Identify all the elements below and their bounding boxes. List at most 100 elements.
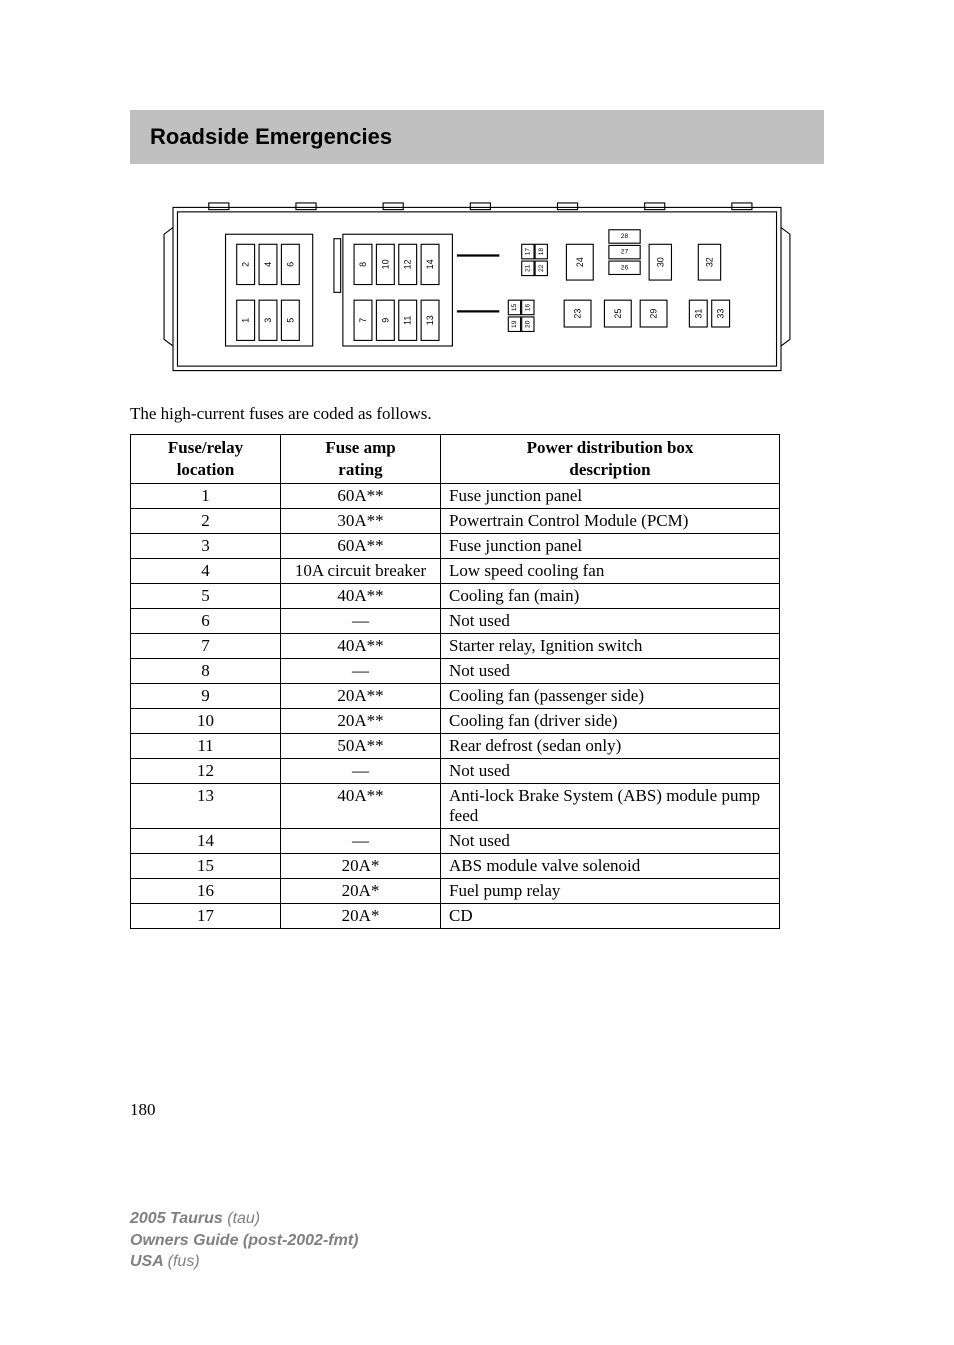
cell-location: 6: [131, 609, 281, 634]
svg-text:16: 16: [524, 303, 531, 311]
svg-text:25: 25: [613, 309, 623, 319]
cell-desc: Not used: [441, 659, 780, 684]
cell-location: 10: [131, 709, 281, 734]
header-amp: Fuse amp rating: [281, 435, 441, 484]
footer-line3: USA (fus): [130, 1251, 358, 1273]
svg-text:19: 19: [511, 320, 518, 328]
footer-region: USA: [130, 1253, 168, 1270]
cell-location: 4: [131, 559, 281, 584]
table-row: 740A**Starter relay, Ignition switch: [131, 634, 780, 659]
cell-amp: 20A*: [281, 854, 441, 879]
header-loc-line2: location: [177, 460, 235, 479]
svg-text:5: 5: [285, 318, 295, 323]
cell-desc: Fuse junction panel: [441, 484, 780, 509]
table-row: 1620A*Fuel pump relay: [131, 879, 780, 904]
table-row: 540A**Cooling fan (main): [131, 584, 780, 609]
cell-location: 3: [131, 534, 281, 559]
table-row: 6—Not used: [131, 609, 780, 634]
cell-desc: Fuel pump relay: [441, 879, 780, 904]
fuse-box-diagram: 2461358101214791113171821221516192024232…: [157, 194, 797, 384]
cell-amp: —: [281, 829, 441, 854]
footer-line2: Owners Guide (post-2002-fmt): [130, 1230, 358, 1252]
cell-amp: 60A**: [281, 484, 441, 509]
cell-location: 9: [131, 684, 281, 709]
table-row: 12—Not used: [131, 759, 780, 784]
cell-amp: 40A**: [281, 784, 441, 829]
cell-location: 12: [131, 759, 281, 784]
cell-amp: 20A**: [281, 709, 441, 734]
table-row: 1150A**Rear defrost (sedan only): [131, 734, 780, 759]
cell-location: 2: [131, 509, 281, 534]
svg-text:11: 11: [403, 316, 413, 325]
cell-location: 13: [131, 784, 281, 829]
table-row: 920A**Cooling fan (passenger side): [131, 684, 780, 709]
svg-text:13: 13: [425, 315, 435, 325]
footer-model-code: (tau): [227, 1210, 260, 1227]
cell-desc: Not used: [441, 829, 780, 854]
svg-text:21: 21: [524, 264, 531, 272]
svg-text:2: 2: [241, 262, 251, 267]
cell-location: 11: [131, 734, 281, 759]
header-desc-line1: Power distribution box: [527, 438, 694, 457]
svg-text:7: 7: [358, 318, 368, 323]
table-header-row: Fuse/relay location Fuse amp rating Powe…: [131, 435, 780, 484]
svg-text:12: 12: [403, 259, 413, 269]
cell-location: 17: [131, 904, 281, 929]
svg-text:28: 28: [621, 233, 629, 240]
cell-desc: Not used: [441, 609, 780, 634]
cell-location: 7: [131, 634, 281, 659]
svg-text:17: 17: [524, 248, 531, 256]
table-row: 160A**Fuse junction panel: [131, 484, 780, 509]
svg-text:30: 30: [655, 257, 665, 267]
section-header: Roadside Emergencies: [130, 110, 824, 164]
svg-text:6: 6: [285, 262, 295, 267]
section-title: Roadside Emergencies: [150, 124, 392, 149]
svg-text:24: 24: [575, 257, 585, 267]
cell-desc: Starter relay, Ignition switch: [441, 634, 780, 659]
svg-text:31: 31: [693, 309, 703, 319]
fuse-diagram-svg: 2461358101214791113171821221516192024232…: [157, 194, 797, 384]
cell-desc: Anti-lock Brake System (ABS) module pump…: [441, 784, 780, 829]
footer-line1: 2005 Taurus (tau): [130, 1208, 358, 1230]
table-row: 14—Not used: [131, 829, 780, 854]
svg-text:8: 8: [358, 262, 368, 267]
cell-location: 8: [131, 659, 281, 684]
fuse-table: Fuse/relay location Fuse amp rating Powe…: [130, 434, 780, 929]
cell-desc: ABS module valve solenoid: [441, 854, 780, 879]
header-location: Fuse/relay location: [131, 435, 281, 484]
cell-amp: 30A**: [281, 509, 441, 534]
cell-amp: —: [281, 759, 441, 784]
cell-location: 15: [131, 854, 281, 879]
cell-amp: 20A*: [281, 904, 441, 929]
cell-amp: 50A**: [281, 734, 441, 759]
svg-text:29: 29: [649, 309, 659, 319]
cell-desc: Cooling fan (driver side): [441, 709, 780, 734]
svg-text:10: 10: [380, 259, 390, 269]
svg-text:23: 23: [573, 309, 583, 319]
cell-location: 1: [131, 484, 281, 509]
svg-text:9: 9: [380, 318, 390, 323]
svg-text:14: 14: [425, 259, 435, 269]
page-number: 180: [130, 1100, 156, 1120]
svg-text:33: 33: [716, 309, 726, 319]
svg-text:15: 15: [511, 303, 518, 311]
header-amp-line2: rating: [338, 460, 382, 479]
svg-text:22: 22: [538, 264, 545, 272]
cell-desc: Cooling fan (passenger side): [441, 684, 780, 709]
svg-text:18: 18: [538, 248, 545, 256]
table-row: 1520A*ABS module valve solenoid: [131, 854, 780, 879]
table-row: 230A**Powertrain Control Module (PCM): [131, 509, 780, 534]
table-row: 8—Not used: [131, 659, 780, 684]
table-row: 410A circuit breakerLow speed cooling fa…: [131, 559, 780, 584]
cell-location: 14: [131, 829, 281, 854]
cell-amp: —: [281, 659, 441, 684]
cell-desc: Rear defrost (sedan only): [441, 734, 780, 759]
cell-amp: 10A circuit breaker: [281, 559, 441, 584]
table-row: 360A**Fuse junction panel: [131, 534, 780, 559]
footer-region-code: (fus): [168, 1253, 200, 1270]
table-row: 1720A*CD: [131, 904, 780, 929]
cell-amp: 20A*: [281, 879, 441, 904]
svg-text:1: 1: [241, 318, 251, 323]
table-row: 1340A**Anti-lock Brake System (ABS) modu…: [131, 784, 780, 829]
header-amp-line1: Fuse amp: [325, 438, 395, 457]
